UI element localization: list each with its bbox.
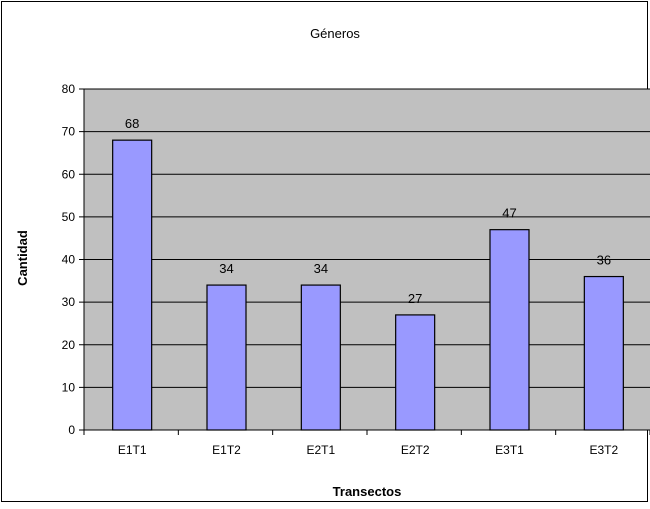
bar-data-label: 34	[314, 261, 328, 276]
x-tick-label: E1T2	[212, 443, 241, 457]
y-tick-label: 20	[62, 338, 76, 352]
bar-data-label: 34	[219, 261, 233, 276]
bar	[489, 229, 530, 431]
bar	[300, 284, 341, 431]
y-tick-label: 50	[62, 210, 76, 224]
bar	[395, 314, 436, 431]
x-tick-label: E2T2	[401, 443, 430, 457]
bar	[583, 275, 624, 431]
bar-data-label: 47	[502, 206, 516, 221]
x-tick-label: E1T1	[118, 443, 147, 457]
bar-data-label: 68	[125, 116, 139, 131]
chart-title: Géneros	[310, 26, 360, 41]
y-tick-label: 0	[68, 423, 75, 437]
x-tick-label: E3T1	[495, 443, 524, 457]
x-tick-label: E2T1	[306, 443, 335, 457]
y-tick-label: 70	[62, 125, 76, 139]
plot-area: 0 10 20 30 40 50 60 70 80 68 E1T1 34 E1T2 34 E2T1 27 E2T…	[62, 82, 650, 457]
bar	[112, 139, 153, 431]
x-axis-title: Transectos	[333, 484, 402, 499]
bar	[206, 284, 247, 431]
x-tick-label: E3T2	[589, 443, 618, 457]
y-axis-title: Cantidad	[15, 230, 30, 286]
y-tick-label: 10	[62, 380, 76, 394]
bar-data-label: 27	[408, 291, 422, 306]
y-tick-label: 30	[62, 295, 76, 309]
y-tick-label: 60	[62, 167, 76, 181]
y-tick-label: 40	[62, 253, 76, 267]
bar-data-label: 36	[597, 253, 611, 268]
y-tick-label: 80	[62, 82, 76, 96]
